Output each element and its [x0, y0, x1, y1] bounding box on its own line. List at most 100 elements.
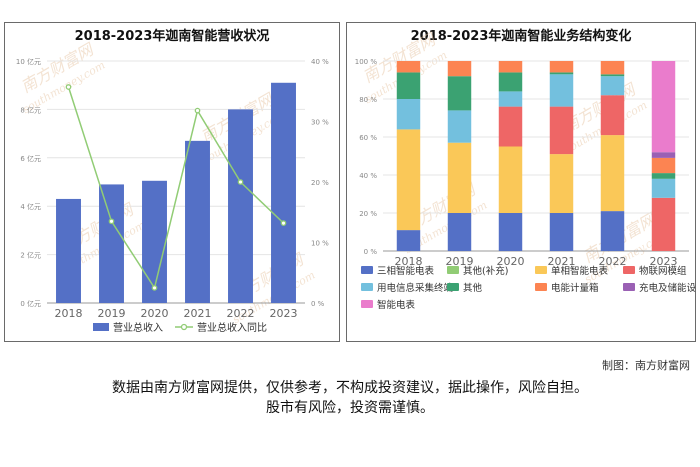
- legend-swatch: [361, 283, 373, 291]
- stack-segment: [549, 213, 574, 251]
- y-tick-label: 100 %: [355, 58, 378, 66]
- legend-label: 物联网模组: [639, 265, 687, 277]
- disclaimer: 数据由南方财富网提供，仅供参考，不构成投资建议，据此操作，风险自担。 股市有风险…: [0, 378, 700, 418]
- stack-segment: [447, 61, 472, 77]
- stack-segment: [396, 230, 421, 251]
- stack-segment: [549, 154, 574, 213]
- stack-segment: [396, 61, 421, 73]
- x-tick-label: 2022: [227, 307, 255, 320]
- stack-segment: [651, 61, 676, 153]
- legend-swatch-revenue: [93, 323, 109, 331]
- stack-segment: [396, 99, 421, 130]
- x-tick-label: 2023: [650, 255, 678, 268]
- stack-segment: [549, 72, 574, 75]
- legend-swatch: [361, 300, 373, 308]
- y-right-tick-label: 30 %: [311, 119, 329, 127]
- revenue-bar: [56, 198, 81, 303]
- disclaimer-line-2: 股市有风险，投资需谨慎。: [266, 400, 434, 416]
- legend-label: 充电及储能设备: [639, 282, 696, 294]
- legend-label-yoy: 营业总收入同比: [197, 321, 267, 334]
- yoy-growth-point: [194, 107, 201, 114]
- revenue-chart: 南方财富网southmoney.com南方财富网southmoney.com南方…: [16, 39, 329, 334]
- stack-segment: [549, 106, 574, 155]
- x-tick-label: 2019: [446, 255, 474, 268]
- y-right-tick-label: 40 %: [311, 58, 329, 66]
- y-right-tick-label: 20 %: [311, 179, 329, 187]
- legend-label: 三相智能电表: [377, 265, 435, 277]
- x-tick-label: 2022: [599, 255, 627, 268]
- yoy-growth-line: [67, 86, 285, 290]
- legend-label: 智能电表: [377, 299, 416, 311]
- stack-segment: [396, 129, 421, 231]
- stack-segment: [447, 142, 472, 213]
- stack-segment: [600, 76, 625, 96]
- stack-segment: [651, 178, 676, 198]
- yoy-growth-point: [280, 220, 287, 226]
- stack-segment: [651, 197, 676, 251]
- y-left-tick-label: 2 亿元: [20, 251, 41, 260]
- legend-swatch: [535, 266, 547, 274]
- legend-label: 单相智能电表: [551, 265, 609, 277]
- stack-segment: [498, 91, 523, 107]
- y-right-tick-label: 10 %: [311, 240, 329, 248]
- revenue-bar: [228, 109, 253, 304]
- yoy-growth-point: [108, 218, 115, 225]
- legend-label: 用电信息采集终端: [377, 282, 454, 294]
- x-tick-label: 2019: [98, 307, 126, 320]
- stack-segment: [549, 74, 574, 107]
- structure-chart: 南方财富网southmoney.com南方财富网southmoney.com南方…: [355, 29, 696, 311]
- legend-swatch: [623, 283, 635, 291]
- yoy-growth-point: [237, 179, 244, 185]
- stack-segment: [600, 95, 625, 136]
- x-tick-label: 2018: [55, 307, 83, 320]
- stack-segment: [498, 61, 523, 73]
- legend-label: 其他: [463, 282, 483, 294]
- stack-segment: [498, 146, 523, 213]
- stack-segment: [549, 61, 574, 73]
- stack-segment: [600, 61, 625, 75]
- stack-segment: [498, 106, 523, 147]
- stack-segment: [600, 135, 625, 212]
- x-tick-label: 2021: [548, 255, 576, 268]
- revenue-bar: [271, 82, 296, 303]
- x-tick-label: 2018: [395, 255, 423, 268]
- legend-swatch: [535, 283, 547, 291]
- stack-segment: [498, 213, 523, 251]
- legend-label: 电能计量箱: [551, 282, 599, 294]
- structure-chart-panel: 2018-2023年迦南智能业务结构变化 南方财富网southmoney.com…: [346, 22, 696, 342]
- y-tick-label: 0 %: [364, 248, 378, 256]
- y-left-tick-label: 4 亿元: [20, 202, 41, 211]
- revenue-bar: [185, 140, 210, 303]
- x-tick-label: 2021: [184, 307, 212, 320]
- stack-segment: [651, 173, 676, 179]
- legend-swatch: [447, 283, 459, 291]
- stack-segment: [651, 152, 676, 158]
- revenue-chart-panel: 2018-2023年迦南智能营收状况 南方财富网 southmoney.com 南方…: [4, 22, 340, 342]
- y-tick-label: 60 %: [359, 134, 377, 142]
- y-left-tick-label: 8 亿元: [20, 105, 41, 114]
- yoy-growth-point: [65, 84, 72, 90]
- revenue-bar: [142, 180, 167, 303]
- x-tick-label: 2023: [270, 307, 298, 320]
- legend-swatch: [623, 266, 635, 274]
- revenue-chart-title: 2018-2023年迦南智能营收状况: [74, 29, 270, 44]
- chart-credit: 制图：南方财富网: [602, 359, 690, 372]
- y-tick-label: 20 %: [359, 210, 377, 218]
- stack-segment: [447, 76, 472, 111]
- stack-segment: [498, 72, 523, 92]
- legend-swatch: [361, 266, 373, 274]
- legend-label-revenue: 营业总收入: [113, 321, 163, 334]
- y-left-tick-label: 10 亿元: [16, 57, 41, 66]
- y-right-tick-label: 0 %: [311, 300, 325, 308]
- legend-swatch: [447, 266, 459, 274]
- y-tick-label: 80 %: [359, 96, 377, 104]
- stack-segment: [651, 157, 676, 174]
- stack-segment: [600, 74, 625, 77]
- yoy-growth-point: [151, 285, 158, 291]
- y-left-tick-label: 6 亿元: [20, 154, 41, 163]
- revenue-bar: [99, 184, 124, 303]
- stack-segment: [396, 72, 421, 99]
- y-tick-label: 40 %: [359, 172, 377, 180]
- stack-segment: [447, 110, 472, 143]
- stack-segment: [447, 213, 472, 251]
